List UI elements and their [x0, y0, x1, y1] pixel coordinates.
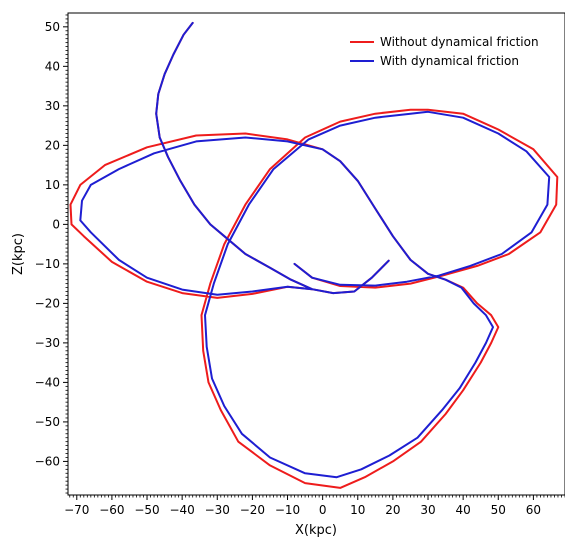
y-tick-label: 20	[45, 138, 60, 152]
y-tick-label: −60	[35, 454, 60, 468]
y-tick-label: 40	[45, 59, 60, 73]
x-tick-label: 50	[491, 503, 506, 517]
y-tick-label: −40	[35, 375, 60, 389]
x-tick-label: 10	[350, 503, 365, 517]
x-tick-label: −70	[64, 503, 89, 517]
x-axis-ticks: −70 −60 −50 −40 −30 −20 −10 0 10 20 30 40 50 60	[64, 495, 565, 517]
x-tick-label: 30	[420, 503, 435, 517]
y-tick-label: 30	[45, 99, 60, 113]
x-tick-label: 40	[456, 503, 471, 517]
x-tick-label: −20	[240, 503, 265, 517]
y-tick-label: −20	[35, 296, 60, 310]
x-tick-label: −10	[275, 503, 300, 517]
series-layer	[69, 21, 559, 489]
legend-label-with-friction: With dynamical friction	[380, 54, 519, 68]
series-line-without-friction	[69, 21, 559, 489]
x-tick-label: −60	[99, 503, 124, 517]
legend-label-without-friction: Without dynamical friction	[380, 35, 539, 49]
x-tick-label: 0	[319, 503, 327, 517]
x-tick-label: 20	[385, 503, 400, 517]
x-tick-label: −30	[205, 503, 230, 517]
y-tick-label: −30	[35, 336, 60, 350]
y-tick-label: 10	[45, 178, 60, 192]
plot-frame	[67, 12, 565, 496]
y-tick-label: 50	[45, 20, 60, 34]
legend: Without dynamical friction With dynamica…	[350, 35, 539, 68]
x-tick-label: −50	[134, 503, 159, 517]
y-tick-label: −50	[35, 415, 60, 429]
y-axis-label: Z(kpc)	[11, 233, 26, 275]
x-tick-label: 60	[526, 503, 541, 517]
y-tick-label: 0	[52, 217, 60, 231]
x-axis-label: X(kpc)	[295, 523, 337, 538]
y-tick-label: −10	[35, 257, 60, 271]
y-axis-ticks: 50 40 30 20 10 0 −10 −20 −30 −40 −50 −60	[35, 14, 68, 494]
x-tick-label: −40	[169, 503, 194, 517]
series-line-with-friction	[79, 21, 551, 479]
